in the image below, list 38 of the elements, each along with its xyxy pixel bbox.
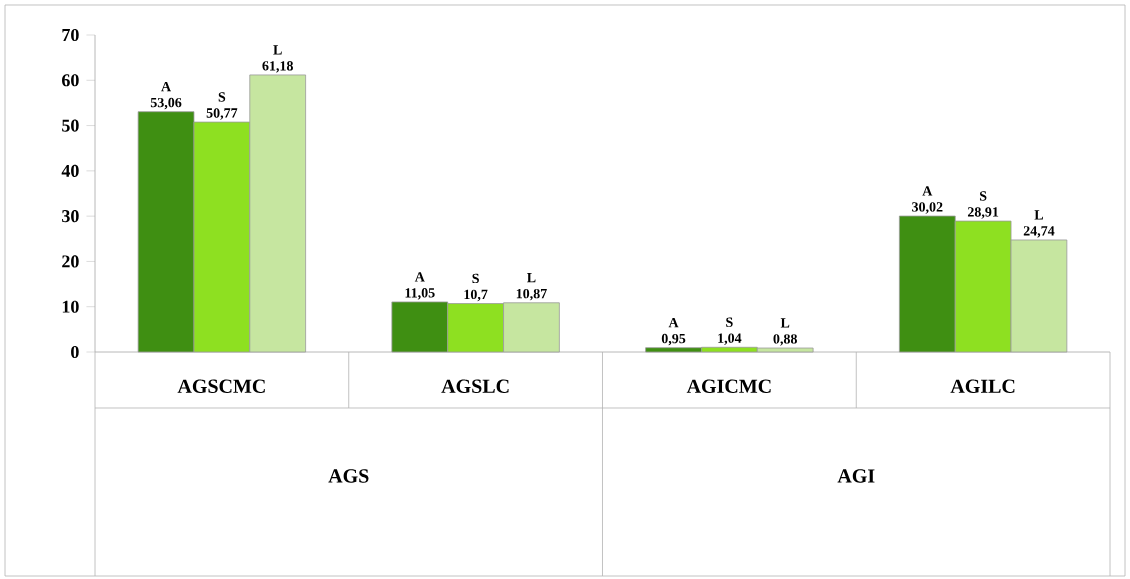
x-tick-label: AGSCMC <box>177 379 265 394</box>
data-label: 61,18 <box>262 61 293 73</box>
data-label: 30,02 <box>912 202 943 214</box>
data-label: 0,95 <box>661 333 686 346</box>
data-label: 28,91 <box>967 207 999 219</box>
text: AGS <box>328 469 369 483</box>
series-label: A <box>161 81 171 92</box>
data-label: 24,74 <box>1023 226 1055 238</box>
series-label: S <box>218 92 226 102</box>
data-label: 1,04 <box>718 333 742 345</box>
data-label: 0,88 <box>773 334 797 346</box>
data-label: 10,7 <box>464 289 488 302</box>
x-tick-label: AGILC <box>950 379 1015 394</box>
data-label: 50,77 <box>206 108 238 120</box>
text: L <box>780 318 790 328</box>
y-tick-label: 60 <box>62 74 79 87</box>
y-tick-label: 0 <box>71 345 79 359</box>
text: A <box>414 272 425 282</box>
x-tick-label: AGSLC <box>441 379 509 394</box>
text: S <box>726 317 733 327</box>
text: A <box>922 186 933 196</box>
y-tick-label: 70 <box>62 28 79 42</box>
data-label: 53,06 <box>150 97 182 110</box>
x-tick-label: AGICMC <box>686 379 771 394</box>
text: S <box>472 273 479 284</box>
data-label: 11,05 <box>405 288 435 300</box>
text: AGI <box>837 469 875 483</box>
data-label: 10,87 <box>516 288 547 301</box>
text: A <box>668 317 679 328</box>
text: S <box>979 191 987 201</box>
y-tick-label: 10 <box>62 300 79 313</box>
text: L <box>1034 210 1044 220</box>
y-tick-label: 30 <box>62 210 79 223</box>
y-tick-label: 20 <box>62 255 79 268</box>
series-label: L <box>273 45 282 55</box>
y-tick-label: 40 <box>61 164 79 177</box>
text: L <box>527 273 536 283</box>
y-tick-label: 50 <box>62 119 79 132</box>
